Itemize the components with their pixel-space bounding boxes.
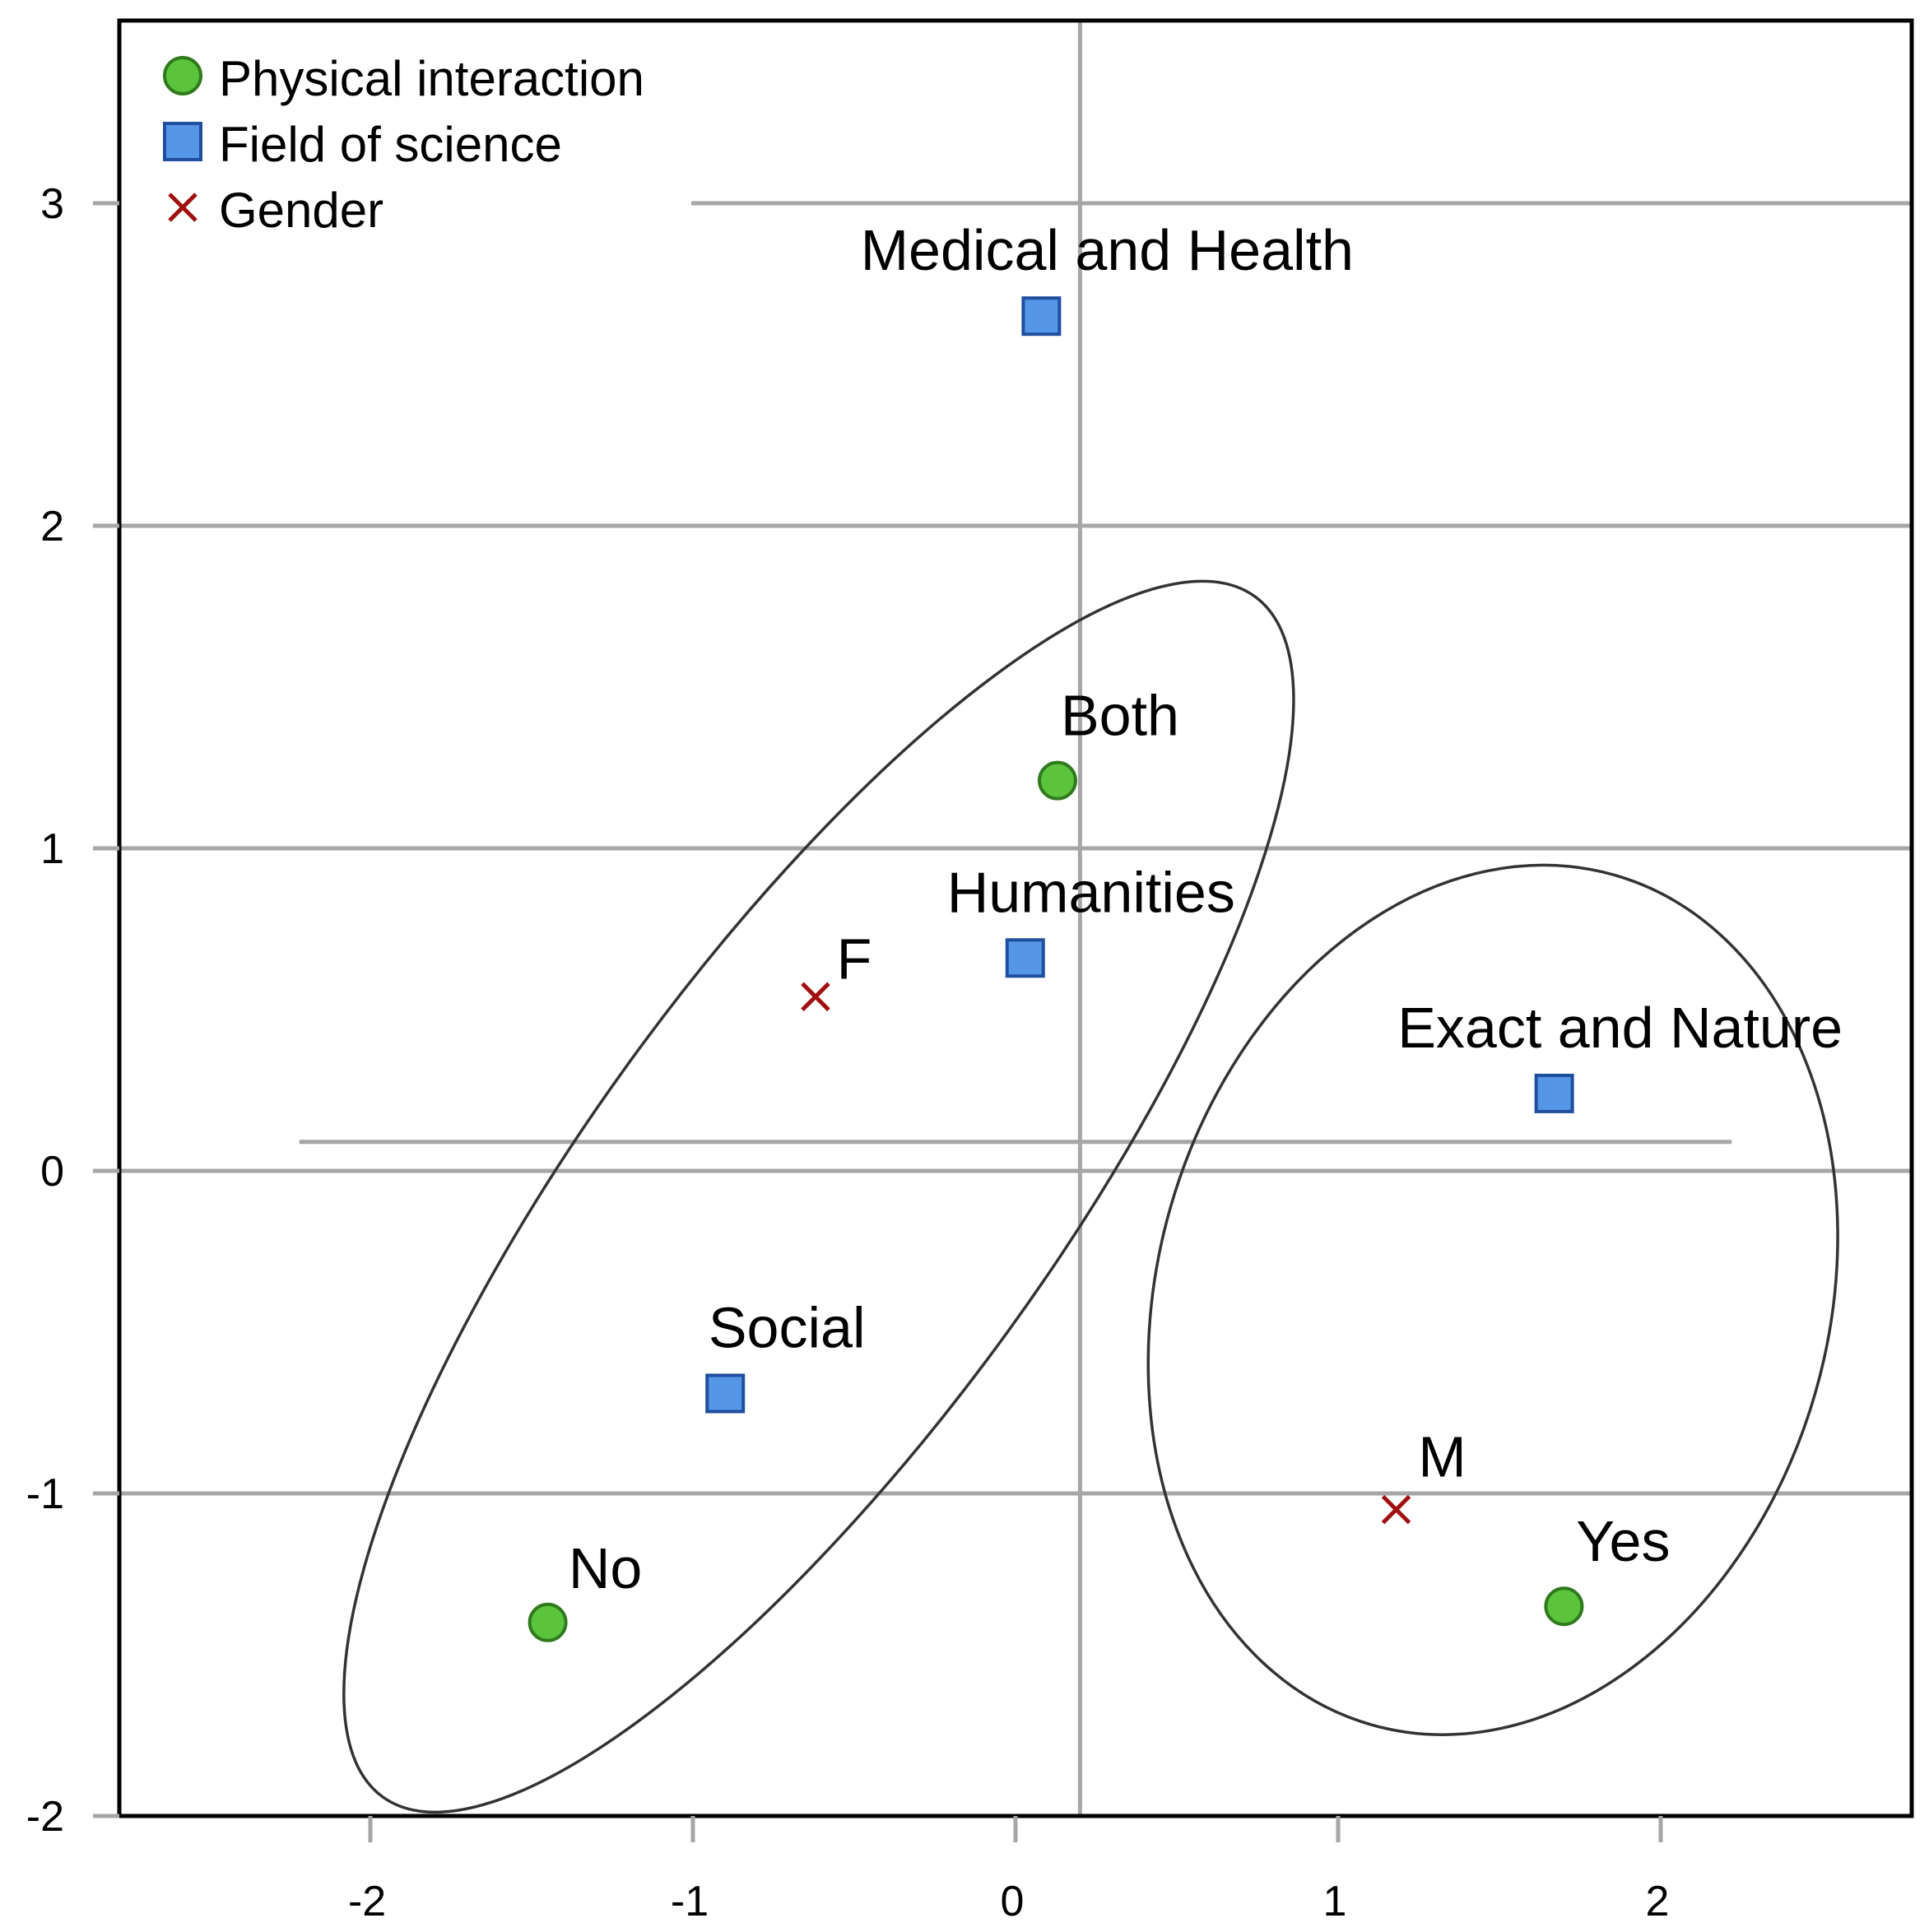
y-tick-label-3: 3 bbox=[40, 180, 64, 228]
legend-marker-gender bbox=[168, 193, 198, 222]
legend-marker-gender-stroke-b bbox=[168, 193, 198, 222]
x-tick-label-2: 2 bbox=[1646, 1878, 1670, 1925]
axes: -2 -1 0 1 2 -2 -1 0 1 2 3 bbox=[26, 18, 1914, 1925]
data-points: Both No Yes Medical and Health Humanities Exa… bbox=[528, 218, 1843, 1642]
legend-marker-physical-interaction bbox=[163, 56, 202, 95]
point-humanities-marker bbox=[1005, 938, 1045, 978]
point-m-marker bbox=[1381, 1494, 1411, 1525]
ellipse-cluster-left bbox=[342, 579, 1295, 1814]
point-both-label: Both bbox=[1061, 684, 1179, 748]
x-tick-label-1: 1 bbox=[1323, 1878, 1347, 1925]
point-no-label: No bbox=[569, 1536, 642, 1600]
cluster-ellipses bbox=[342, 579, 1839, 1814]
legend-label-physical-interaction: Physical interaction bbox=[219, 51, 644, 106]
point-social-marker bbox=[705, 1373, 746, 1414]
point-f-marker-stroke-b bbox=[801, 982, 830, 1012]
y-tick-label-1: -1 bbox=[26, 1470, 64, 1518]
y-tick-label-0: 0 bbox=[40, 1148, 64, 1196]
point-humanities-label: Humanities bbox=[947, 860, 1235, 924]
point-m-label: M bbox=[1418, 1425, 1466, 1489]
point-m-marker-stroke-b bbox=[1381, 1494, 1411, 1525]
point-f-label: F bbox=[837, 927, 872, 991]
x-tick-label-0: 0 bbox=[1001, 1878, 1025, 1925]
legend-marker-field-of-science bbox=[163, 122, 202, 161]
point-yes-label: Yes bbox=[1576, 1509, 1670, 1573]
y-tick-label-1: 1 bbox=[40, 825, 64, 873]
point-exact-and-nature-label: Exact and Nature bbox=[1397, 996, 1843, 1060]
grid-lines bbox=[119, 21, 1912, 1816]
point-no-marker bbox=[528, 1602, 568, 1642]
y-tick-label-2: -2 bbox=[26, 1793, 64, 1841]
point-medical-and-health-marker bbox=[1021, 296, 1062, 337]
legend: Physical interaction Field of science Gend… bbox=[163, 51, 644, 238]
point-f-marker bbox=[801, 982, 830, 1012]
y-tick-label-2: 2 bbox=[40, 503, 64, 550]
point-social-label: Social bbox=[709, 1295, 866, 1359]
legend-label-field-of-science: Field of science bbox=[219, 117, 562, 172]
point-medical-and-health-label: Medical and Health bbox=[861, 218, 1354, 282]
point-both-marker bbox=[1037, 760, 1077, 801]
point-yes-marker bbox=[1544, 1586, 1584, 1627]
x-tick-label-1: -1 bbox=[671, 1878, 709, 1925]
legend-label-gender: Gender bbox=[219, 183, 383, 238]
ellipse-cluster-right bbox=[1146, 863, 1839, 1736]
x-tick-label-2: -2 bbox=[348, 1878, 386, 1925]
point-exact-and-nature-marker bbox=[1534, 1073, 1574, 1113]
